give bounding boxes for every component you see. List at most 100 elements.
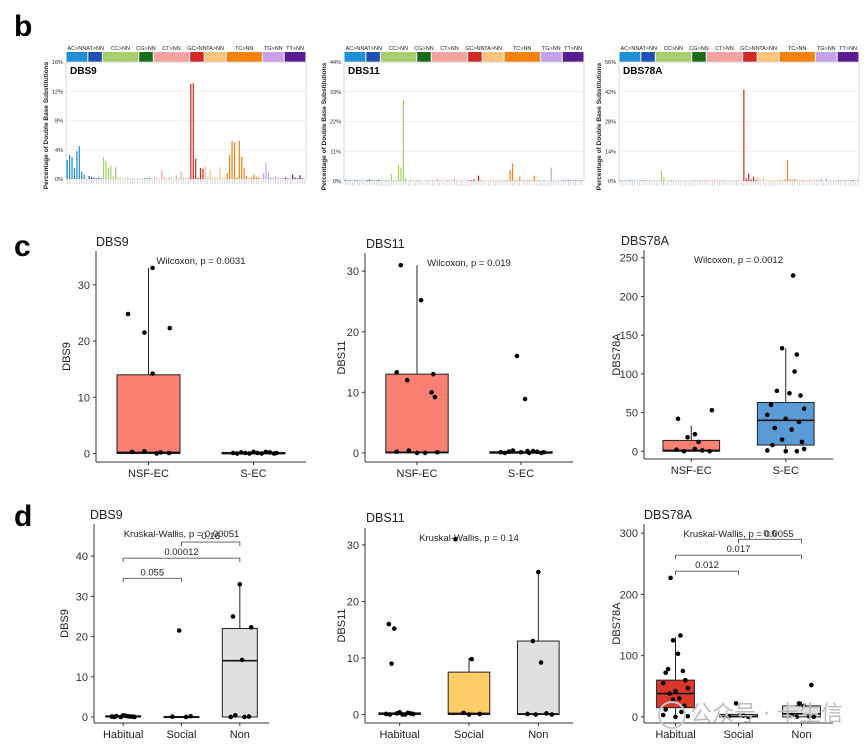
bar bbox=[570, 180, 572, 181]
data-point bbox=[680, 668, 686, 674]
data-point bbox=[383, 711, 389, 717]
bar bbox=[395, 179, 397, 181]
data-point bbox=[692, 431, 698, 437]
y-tick-label: 0% bbox=[333, 179, 341, 185]
category-label-atnn: AT>NN bbox=[86, 46, 104, 52]
y-tick-label: 8% bbox=[55, 119, 63, 125]
y-tick-label: 0 bbox=[353, 710, 359, 722]
bar bbox=[760, 179, 762, 181]
data-point bbox=[176, 628, 182, 633]
y-tick-label: 200 bbox=[620, 589, 638, 601]
data-point bbox=[801, 703, 807, 709]
wechat-icon bbox=[658, 701, 686, 729]
chart-title: DBS11 bbox=[348, 66, 380, 77]
data-point bbox=[741, 713, 746, 718]
bar bbox=[784, 179, 786, 181]
data-point bbox=[789, 712, 794, 718]
bar bbox=[431, 180, 434, 181]
data-point bbox=[670, 697, 676, 703]
data-point bbox=[796, 419, 802, 425]
data-point bbox=[408, 711, 413, 716]
bar bbox=[721, 179, 723, 181]
bar bbox=[820, 178, 823, 181]
x-tick-label: NSF-EC bbox=[671, 465, 712, 477]
bar bbox=[107, 168, 110, 179]
chart-title: DBS9 bbox=[96, 235, 129, 249]
data-point bbox=[461, 710, 466, 716]
data-point bbox=[263, 449, 269, 455]
category-label-ctnn: CT>NN bbox=[162, 46, 181, 52]
y-tick-label: 300 bbox=[620, 528, 638, 540]
x-tick-label: Habitual bbox=[379, 729, 419, 741]
data-point bbox=[142, 330, 147, 335]
comparison-bracket: 0.055 bbox=[122, 567, 182, 583]
category-label-ttnn: TT>NN bbox=[839, 46, 857, 52]
data-point bbox=[120, 713, 126, 718]
bar bbox=[359, 180, 361, 181]
category-label-ccnn: CC>NN bbox=[111, 46, 130, 52]
bar bbox=[277, 177, 279, 179]
data-point bbox=[794, 448, 800, 454]
bar bbox=[127, 177, 129, 179]
x-tick-label: S-EC bbox=[508, 468, 534, 480]
data-point bbox=[111, 714, 117, 720]
bar bbox=[294, 177, 296, 179]
bar bbox=[383, 180, 385, 181]
bar bbox=[448, 180, 451, 181]
data-point bbox=[394, 370, 400, 375]
data-point bbox=[726, 713, 731, 719]
category-band-tgnn bbox=[262, 52, 284, 62]
bar bbox=[349, 180, 351, 181]
data-point bbox=[794, 714, 799, 720]
box-nsf-ec bbox=[116, 374, 181, 455]
category-band-tcnn bbox=[779, 52, 815, 62]
bar bbox=[219, 167, 221, 179]
data-point bbox=[391, 626, 397, 631]
data-point bbox=[663, 670, 668, 676]
y-tick-label: 0 bbox=[353, 448, 359, 460]
data-point bbox=[243, 450, 248, 456]
category-band-cgnn bbox=[417, 52, 431, 62]
category-band-ctnn bbox=[153, 52, 190, 62]
comparison-bracket: 0.00012 bbox=[122, 547, 241, 563]
x-tick-label: S-EC bbox=[773, 465, 799, 477]
bar bbox=[299, 175, 301, 179]
category-band-ctnn bbox=[431, 52, 468, 62]
category-label-tcnn: TC>NN bbox=[235, 46, 254, 52]
y-tick-label: 44% bbox=[330, 60, 341, 66]
bar bbox=[538, 180, 540, 181]
y-tick-label: 100 bbox=[620, 651, 638, 663]
bar bbox=[197, 177, 199, 179]
bar bbox=[163, 176, 165, 179]
bracket-line bbox=[122, 577, 182, 583]
bar bbox=[818, 179, 820, 181]
x-tick-label: Non bbox=[230, 729, 250, 741]
y-tick-label: 0 bbox=[632, 712, 638, 724]
data-point bbox=[660, 680, 666, 686]
data-point bbox=[150, 371, 155, 376]
bar bbox=[161, 170, 163, 179]
bar bbox=[292, 174, 294, 179]
bar bbox=[480, 180, 482, 181]
data-point bbox=[166, 450, 172, 456]
bar bbox=[477, 175, 480, 181]
bar bbox=[243, 168, 245, 179]
data-point bbox=[789, 427, 794, 432]
data-point bbox=[387, 712, 393, 717]
bar bbox=[794, 178, 796, 181]
y-tick-label: 4% bbox=[55, 148, 63, 154]
data-point bbox=[510, 448, 516, 453]
bar bbox=[786, 159, 789, 181]
category-band-acnn bbox=[66, 52, 88, 62]
bar bbox=[514, 180, 516, 181]
data-point bbox=[696, 439, 701, 445]
bar bbox=[98, 177, 100, 179]
category-band-tcnn bbox=[504, 52, 540, 62]
test-annotation: Wilcoxon, p = 0.019 bbox=[427, 258, 511, 269]
chart-layer: AC>NN AT>NN CC>NN CG>NN CT>NN GC>NN TA>NN TC>NN… bbox=[43, 46, 860, 741]
category-band-ccnn bbox=[102, 52, 139, 62]
bar bbox=[190, 83, 192, 179]
bar bbox=[439, 179, 441, 181]
data-point bbox=[772, 425, 777, 431]
category-band-atnn bbox=[366, 52, 380, 62]
